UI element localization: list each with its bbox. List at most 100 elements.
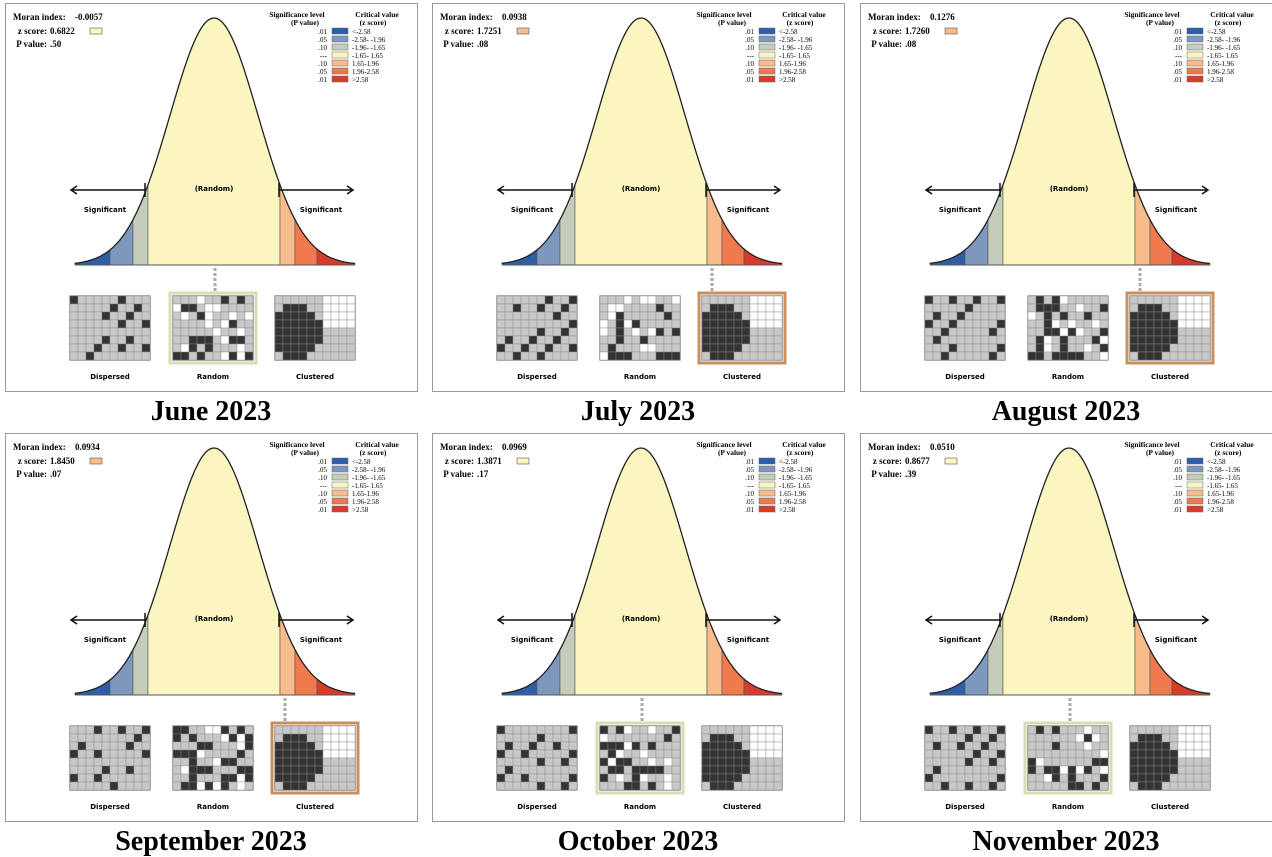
map-cell [766, 328, 774, 336]
map-cell [1100, 742, 1108, 750]
legend-z: <-2.58 [1207, 28, 1226, 36]
map-cell [118, 320, 126, 328]
legend-p: --- [747, 482, 755, 490]
map-cell [1100, 312, 1108, 320]
map-cell [86, 726, 94, 734]
pattern-label: Clustered [1151, 803, 1189, 811]
map-cell [86, 758, 94, 766]
map-cell [307, 320, 315, 328]
map-cell [981, 320, 989, 328]
map-cell [1028, 758, 1036, 766]
map-cell [221, 750, 229, 758]
map-cell [569, 742, 577, 750]
map-cell [142, 758, 150, 766]
map-cell [710, 344, 718, 352]
map-cell [648, 312, 656, 320]
map-cell [86, 774, 94, 782]
map-cell [750, 336, 758, 344]
map-cell [624, 296, 632, 304]
map-cell [672, 312, 680, 320]
legend-swatch [332, 68, 348, 74]
map-cell [134, 320, 142, 328]
map-cell [110, 312, 118, 320]
map-cell [989, 758, 997, 766]
map-cell [1146, 742, 1154, 750]
map-cell [529, 766, 537, 774]
map-cell [553, 758, 561, 766]
legend-p: .10 [1173, 60, 1182, 68]
map-cell [237, 766, 245, 774]
map-cell [553, 742, 561, 750]
map-cell [1028, 344, 1036, 352]
legend-z: -1.96- -1.65 [779, 44, 813, 52]
map-cell [608, 336, 616, 344]
map-cell [664, 320, 672, 328]
legend-p: .01 [318, 28, 327, 36]
map-cell [521, 734, 529, 742]
map-cell [1162, 774, 1170, 782]
map-cell [94, 304, 102, 312]
legend-swatch [332, 60, 348, 66]
map-cell [710, 726, 718, 734]
map-cell [1084, 758, 1092, 766]
map-cell [339, 312, 347, 320]
map-cell [933, 782, 941, 790]
map-cell [221, 734, 229, 742]
map-cell [774, 742, 782, 750]
map-cell [1076, 352, 1084, 360]
map-cell [997, 734, 1005, 742]
map-cell [632, 726, 640, 734]
map-cell [189, 750, 197, 758]
map-cell [221, 766, 229, 774]
map-cell [537, 304, 545, 312]
p-value: .07 [50, 469, 62, 479]
map-cell [307, 304, 315, 312]
map-cell [1060, 304, 1068, 312]
map-cell [1186, 742, 1194, 750]
map-cell [1146, 734, 1154, 742]
map-cell [331, 296, 339, 304]
map-cell [331, 750, 339, 758]
map-cell [616, 336, 624, 344]
map-cell [1146, 304, 1154, 312]
map-cell [537, 336, 545, 344]
legend-z: -1.96- -1.65 [1207, 44, 1241, 52]
map-cell [933, 734, 941, 742]
map-cell [1130, 734, 1138, 742]
map-cell [323, 312, 331, 320]
map-cell [70, 344, 78, 352]
map-cell [1060, 296, 1068, 304]
map-cell [758, 774, 766, 782]
map-cell [632, 766, 640, 774]
map-cell [229, 336, 237, 344]
map-cell [632, 304, 640, 312]
map-cell [197, 766, 205, 774]
map-cell [142, 726, 150, 734]
map-cell [766, 320, 774, 328]
map-cell [275, 344, 283, 352]
map-cell [997, 742, 1005, 750]
map-cell [569, 304, 577, 312]
map-cell [1194, 344, 1202, 352]
map-cell [569, 352, 577, 360]
map-cell [561, 296, 569, 304]
map-cell [616, 296, 624, 304]
map-cell [142, 296, 150, 304]
map-cell [561, 344, 569, 352]
map-cell [718, 758, 726, 766]
map-cell [331, 742, 339, 750]
map-cell [173, 336, 181, 344]
panel-title: August 2023 [992, 396, 1141, 427]
map-cell [718, 352, 726, 360]
map-cell [134, 726, 142, 734]
map-cell [664, 312, 672, 320]
map-cell [726, 766, 734, 774]
map-cell [1138, 336, 1146, 344]
map-cell [142, 750, 150, 758]
map-cell [229, 742, 237, 750]
map-cell [110, 304, 118, 312]
legend-p: .01 [1173, 458, 1182, 466]
map-cell [1154, 296, 1162, 304]
map-cell [347, 296, 355, 304]
z-label: z score: [873, 26, 902, 36]
